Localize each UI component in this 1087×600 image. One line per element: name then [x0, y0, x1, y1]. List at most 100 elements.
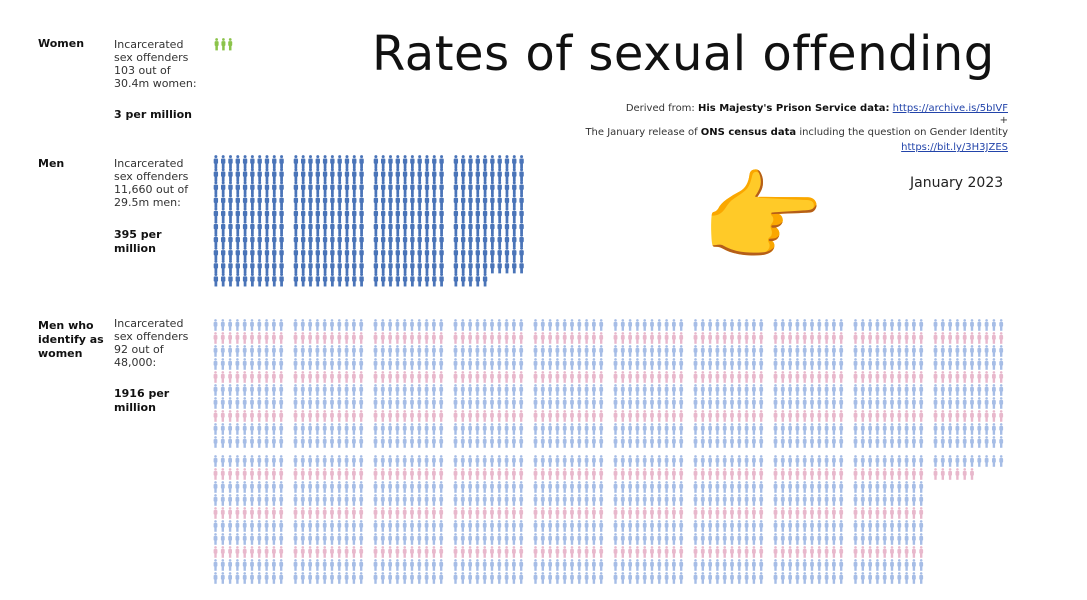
pictogram-icon-tw: [272, 397, 276, 409]
pictogram-icon-tw: [490, 494, 494, 506]
source1-link[interactable]: https://archive.is/5bIVF: [892, 103, 1008, 114]
pictogram-icon-tw: [337, 572, 342, 584]
pictogram-icon-tw: [308, 507, 312, 519]
pictogram-icon-tw: [490, 533, 494, 545]
pictogram-icon-tw: [460, 507, 465, 519]
pictogram-icon-men: [373, 273, 379, 287]
pictogram-icon-tw: [984, 455, 989, 467]
pictogram-icon-tw: [744, 520, 749, 532]
source-line-2: The January release of ONS census data i…: [508, 125, 1008, 140]
source2-link[interactable]: https://bit.ly/3H3JZES: [901, 142, 1008, 153]
pictogram-icon-tw: [948, 397, 952, 409]
pictogram-icon-tw: [344, 533, 349, 545]
pictogram-icon-men: [468, 220, 473, 235]
pictogram-icon-tw: [977, 332, 982, 344]
pictogram-icon-tw: [279, 559, 284, 571]
pictogram-icon-tw: [722, 358, 727, 370]
pictogram-icon-tw: [540, 559, 545, 571]
pictogram-icon-tw: [832, 494, 836, 506]
pictogram-icon-tw: [468, 345, 472, 357]
pictogram-icon-tw: [628, 423, 632, 435]
pictogram-icon-tw: [759, 358, 764, 370]
pictogram-icon-tw: [213, 332, 218, 344]
pictogram-icon-tw: [300, 384, 305, 396]
pictogram-icon-tw: [330, 494, 334, 506]
pictogram-icon-tw: [657, 371, 662, 383]
pictogram-icon-tw: [620, 358, 625, 370]
pictogram-icon-tw: [562, 546, 567, 558]
pictogram-icon-tw: [468, 319, 472, 331]
pictogram-icon-tw: [584, 436, 589, 448]
pictogram-icon-tw: [540, 572, 545, 584]
pictogram-icon-tw: [824, 371, 829, 383]
pictogram-icon-tw: [780, 397, 785, 409]
pictogram-icon-tw: [213, 410, 218, 422]
pictogram-icon-tw: [810, 520, 814, 532]
pictogram-icon-tw: [555, 332, 560, 344]
pictogram-icon-tw: [853, 494, 858, 506]
pictogram-icon-tw: [919, 345, 924, 357]
pictogram-icon-tw: [475, 423, 480, 435]
pictogram-icon-men: [373, 181, 379, 195]
pictogram-icon-tw: [388, 533, 392, 545]
pictogram-icon-men: [250, 246, 255, 261]
pictogram-icon-tw: [410, 481, 414, 493]
pictogram-icon-tw: [853, 546, 858, 558]
pictogram-icon-tw: [562, 358, 567, 370]
pictogram-icon-tw: [337, 319, 342, 331]
pictogram-icon-tw: [475, 345, 480, 357]
pictogram-icon-tw: [730, 546, 734, 558]
pictogram-icon-tw: [817, 332, 822, 344]
pictogram-icon-tw: [737, 423, 742, 435]
pictogram-icon-tw: [599, 436, 604, 448]
pictogram-icon-men: [242, 168, 248, 182]
pictogram-icon-tw: [460, 559, 465, 571]
pictogram-icon-tw: [708, 397, 712, 409]
pictogram-icon-tw: [460, 410, 465, 422]
pictogram-icon-men: [424, 220, 430, 235]
pictogram-icon-tw: [868, 494, 872, 506]
pictogram-icon-men: [402, 181, 408, 195]
pictogram-icon-tw: [650, 397, 654, 409]
pictogram-icon-tw: [497, 546, 502, 558]
pictogram-icon-tw: [482, 436, 487, 448]
pictogram-icon-tw: [817, 468, 822, 480]
pictogram-icon-tw: [773, 423, 778, 435]
pictogram-icon-tw: [715, 345, 720, 357]
pictogram-icon-tw: [802, 345, 807, 357]
pictogram-icon-tw: [592, 520, 596, 532]
pictogram-icon-men: [424, 246, 430, 261]
pictogram-icon-tw: [468, 533, 472, 545]
pictogram-icon-tw: [548, 481, 552, 493]
pictogram-icon-tw: [708, 436, 712, 448]
group-label-men: Men: [38, 157, 65, 170]
pictogram-icon-tw: [642, 559, 647, 571]
pictogram-icon-tw: [722, 507, 727, 519]
pictogram-icon-tw: [453, 436, 458, 448]
pictogram-icon-tw: [417, 319, 422, 331]
pictogram-icon-tw: [395, 423, 400, 435]
pictogram-icon-tw: [708, 507, 712, 519]
pictogram-icon-tw: [235, 423, 240, 435]
pictogram-icon-men: [344, 194, 350, 208]
pictogram-icon-tw: [220, 319, 225, 331]
pictogram-icon-tw: [562, 345, 567, 357]
pictogram-icon-tw: [359, 520, 364, 532]
pictogram-icon-men: [475, 168, 480, 182]
pictogram-icon-tw: [875, 507, 880, 519]
pictogram-icon-tw: [752, 546, 756, 558]
pictogram-icon-tw: [235, 559, 240, 571]
pictogram-icon-tw: [533, 397, 538, 409]
pictogram-icon-tw: [620, 533, 625, 545]
pictogram-icon-tw: [540, 345, 545, 357]
pictogram-icon-tw: [628, 494, 632, 506]
pictogram-icon-tw: [235, 481, 240, 493]
pictogram-icon-tw: [962, 436, 967, 448]
pictogram-icon-men: [482, 155, 488, 169]
pictogram-icon-tw: [642, 572, 647, 584]
pictogram-icon-tw: [664, 546, 669, 558]
pictogram-icon-tw: [250, 410, 254, 422]
pictogram-icon-tw: [432, 423, 436, 435]
pictogram-icon-tw: [548, 358, 552, 370]
pictogram-icon-tw: [599, 520, 604, 532]
